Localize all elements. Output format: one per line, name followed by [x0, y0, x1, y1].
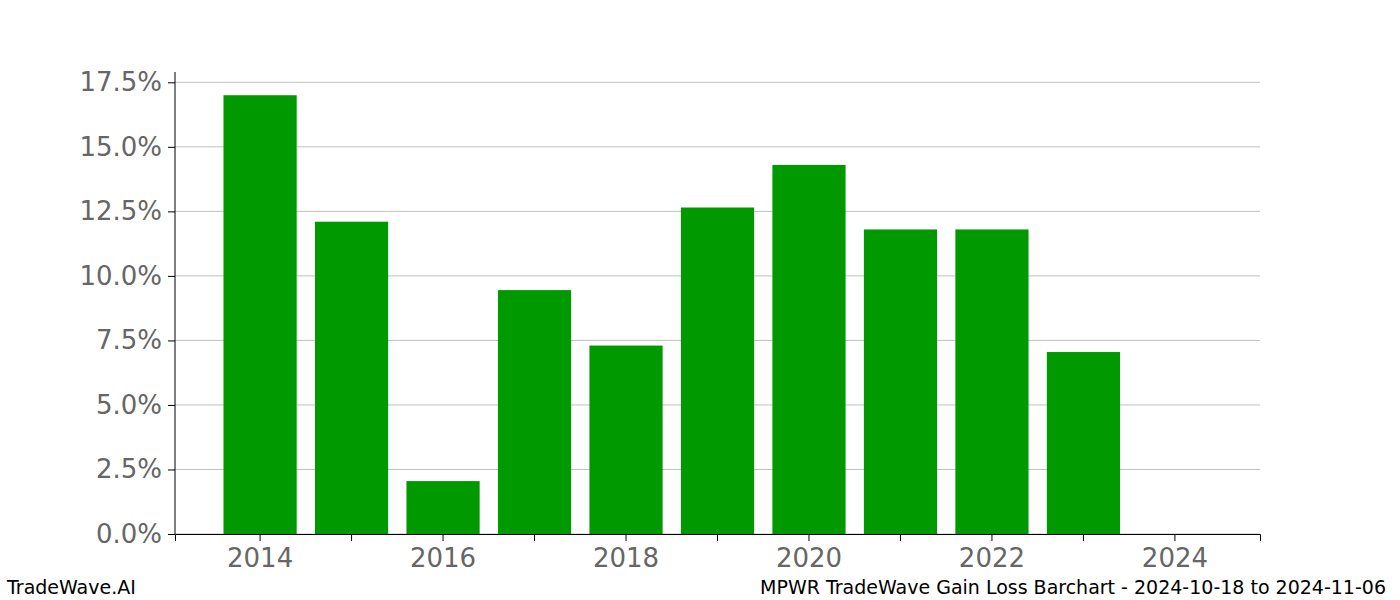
y-tick-mark [168, 276, 175, 277]
y-tick: 15.0% [79, 132, 175, 162]
y-tick-label: 12.5% [79, 196, 162, 226]
y-tick-mark [168, 469, 175, 470]
x-tick-mark [534, 534, 535, 541]
y-tick: 2.5% [96, 454, 175, 484]
x-tick-mark [1174, 534, 1175, 541]
x-axis-line [176, 535, 1261, 542]
x-tick: 2014 [227, 534, 293, 573]
bar [498, 290, 571, 534]
x-tick-mark [260, 534, 261, 541]
bar [406, 481, 479, 534]
y-tick-mark [168, 147, 175, 148]
bar [955, 229, 1028, 534]
x-tick-label: 2014 [227, 543, 293, 573]
bar [223, 95, 296, 534]
x-tick-mark [900, 534, 901, 541]
x-tick: 2016 [410, 534, 476, 573]
y-tick-label: 2.5% [96, 454, 162, 484]
bar [1047, 352, 1120, 534]
bar [864, 229, 937, 534]
bar [315, 222, 388, 534]
x-tick: 2020 [776, 534, 842, 573]
y-tick-label: 17.5% [79, 67, 162, 97]
y-tick-label: 7.5% [96, 325, 162, 355]
bar [589, 346, 662, 534]
x-tick [900, 534, 901, 541]
y-tick: 7.5% [96, 325, 175, 355]
y-tick-mark [168, 534, 175, 535]
x-tick-mark [443, 534, 444, 541]
y-tick-mark [168, 211, 175, 212]
x-tick-mark [351, 534, 352, 541]
x-tick [717, 534, 718, 541]
x-tick [1083, 534, 1084, 541]
bar [772, 165, 845, 534]
x-tick-label: 2020 [776, 543, 842, 573]
x-tick-label: 2018 [593, 543, 659, 573]
grid [175, 82, 1260, 534]
x-tick-mark [717, 534, 718, 541]
y-tick-label: 5.0% [96, 390, 162, 420]
x-tick [534, 534, 535, 541]
x-tick-mark [991, 534, 992, 541]
x-tick-mark [626, 534, 627, 541]
y-tick: 5.0% [96, 390, 175, 420]
y-tick-mark [168, 340, 175, 341]
grid-line [175, 82, 1260, 83]
x-axis: 2014 2016 2018 2020 2022 2024 [176, 534, 1261, 573]
grid-line [175, 146, 1260, 147]
x-tick: 2018 [593, 534, 659, 573]
y-tick: 17.5% [79, 67, 175, 97]
y-tick-mark [168, 82, 175, 83]
title: MPWR TradeWave Gain Loss Barchart - 2024… [760, 576, 1386, 598]
plot: 2014 2016 2018 2020 2022 2024 0.0% 2.5% 5.0% 7.5%… [79, 67, 1260, 573]
x-tick-mark [808, 534, 809, 541]
y-tick: 12.5% [79, 196, 175, 226]
bar [1138, 534, 1211, 535]
y-tick-label: 15.0% [79, 132, 162, 162]
x-tick-label: 2016 [410, 543, 476, 573]
x-tick-mark [1083, 534, 1084, 541]
chart: 2014 2016 2018 2020 2022 2024 0.0% 2.5% 5.0% 7.5%… [0, 0, 1400, 600]
y-tick-mark [168, 405, 175, 406]
x-tick-label: 2022 [959, 543, 1025, 573]
bar [681, 208, 754, 534]
y-tick: 0.0% [96, 519, 175, 549]
y-axis: 0.0% 2.5% 5.0% 7.5% 10.0% 12.5% 15.0% 17.5% [79, 67, 175, 549]
x-tick-label: 2024 [1142, 543, 1208, 573]
annotation: TradeWave.AI [6, 576, 136, 598]
x-tick: 2024 [1142, 534, 1208, 573]
y-axis-line [175, 72, 176, 534]
y-tick-label: 10.0% [79, 261, 162, 291]
y-tick: 10.0% [79, 261, 175, 291]
y-tick-label: 0.0% [96, 519, 162, 549]
x-tick: 2022 [959, 534, 1025, 573]
x-tick [351, 534, 352, 541]
bars [223, 95, 1120, 534]
